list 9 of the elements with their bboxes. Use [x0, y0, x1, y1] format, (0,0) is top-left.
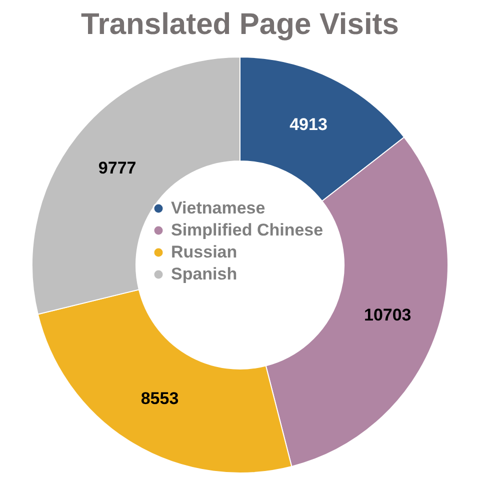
- data-label: 10703: [364, 305, 412, 324]
- legend-label: Vietnamese: [171, 198, 266, 218]
- legend-label: Simplified Chinese: [171, 220, 324, 240]
- legend-label: Russian: [171, 242, 238, 262]
- legend-label: Spanish: [171, 264, 238, 284]
- data-label: 4913: [290, 114, 328, 134]
- chart-title: Translated Page Visits: [81, 8, 399, 41]
- data-label: 9777: [98, 158, 136, 178]
- data-label: 8553: [140, 388, 179, 408]
